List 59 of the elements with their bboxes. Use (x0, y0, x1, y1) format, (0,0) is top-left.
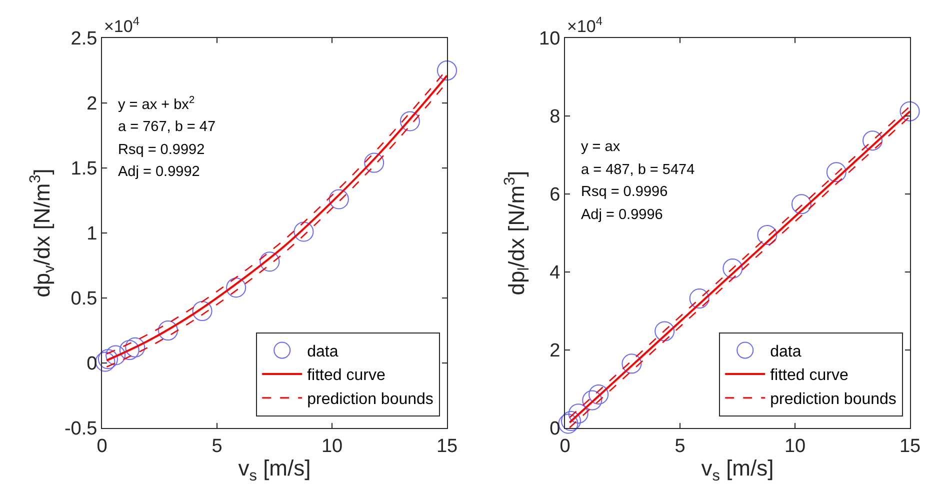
point (900, 101, 920, 122)
point (437, 60, 457, 80)
point (588, 384, 609, 404)
point (119, 340, 140, 360)
point (826, 162, 846, 182)
x-tick-label: 5 (674, 436, 686, 457)
x-axis-title: v$_{s}$ [m/s] (701, 456, 774, 484)
annotation: a = 487, b = 5474 (581, 162, 695, 178)
point (757, 224, 778, 245)
legend-label: data (307, 343, 338, 360)
legend-label: prediction bounds (307, 391, 434, 408)
text: ×10$^{4}$ (567, 14, 603, 36)
point (400, 111, 420, 132)
y-tick-label: 2 (86, 94, 98, 115)
point (294, 222, 314, 242)
annotation: Adj = 0.9992 (118, 164, 200, 180)
x-tick-label: 10 (784, 436, 806, 457)
point (862, 130, 883, 151)
point (125, 337, 146, 358)
point (106, 345, 126, 366)
x-tick-label: 15 (899, 436, 921, 457)
point (722, 258, 743, 278)
y-tick-label: 1 (86, 224, 98, 245)
point (654, 321, 675, 342)
y-tick-label: 8 (550, 106, 560, 128)
x-tick-label: 10 (321, 436, 343, 457)
y-tick-label: 1.5 (70, 158, 98, 180)
y-tick-label: 6 (550, 184, 560, 206)
point (192, 301, 212, 321)
annotation: a = 767, b = 47 (118, 119, 216, 135)
point (689, 288, 710, 309)
y-tick-label: 0 (86, 354, 98, 375)
x-tick-label: 5 (212, 436, 222, 457)
point (568, 404, 588, 424)
point (582, 390, 602, 410)
y-tick-label: 0.5 (70, 288, 98, 310)
legend-label: data (770, 343, 802, 360)
y-tick-label: 4 (550, 262, 561, 284)
x-tick-label: 15 (436, 436, 458, 457)
y-tick-label: 2 (550, 340, 560, 362)
point (791, 194, 812, 214)
point (622, 354, 642, 374)
annotation: Adj = 0.9996 (581, 207, 663, 223)
x-axis-title: v$_{s}$ [m/s] (238, 456, 311, 484)
annotation: y = ax + bx$^{2}$ (118, 95, 195, 114)
annotation: y = ax (581, 139, 621, 155)
y-tick-label: 10 (539, 28, 560, 50)
point (328, 189, 349, 210)
point (226, 278, 246, 298)
point (158, 320, 178, 340)
legend-label: prediction bounds (770, 391, 896, 408)
annotation: Rsq = 0.9996 (581, 184, 668, 200)
point (260, 252, 280, 272)
text: ×10$^{4}$ (104, 14, 140, 36)
point (364, 152, 384, 173)
y-tick-label: 2.5 (70, 28, 98, 50)
annotation: Rsq = 0.9992 (118, 142, 205, 158)
y-tick-label: 0 (550, 418, 560, 440)
y-tick-label: -0.5 (64, 418, 98, 440)
